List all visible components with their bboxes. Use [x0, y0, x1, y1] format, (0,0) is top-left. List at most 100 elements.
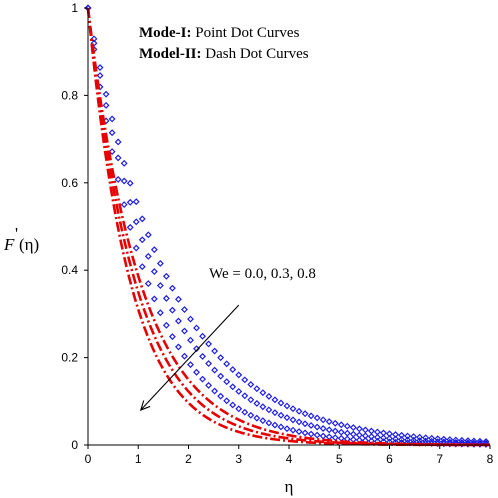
- data-point: [247, 411, 255, 419]
- data-point: [150, 268, 158, 275]
- data-point: [343, 422, 351, 430]
- data-point: [331, 434, 339, 442]
- x-tick-label: 2: [185, 452, 192, 466]
- data-point: [199, 352, 207, 360]
- data-point: [259, 403, 267, 411]
- legend-entry-mode-i-label: Mode-I:: [139, 25, 192, 41]
- data-point: [175, 343, 182, 351]
- y-ticks: 0 0.2 0.4 0.6 0.8 1: [61, 1, 88, 452]
- data-point: [126, 179, 134, 187]
- data-point: [144, 231, 152, 239]
- data-point: [217, 354, 225, 362]
- data-point: [259, 417, 267, 425]
- data-point: [307, 422, 315, 429]
- data-point: [193, 324, 200, 332]
- data-point: [307, 412, 315, 420]
- data-point: [187, 336, 194, 344]
- data-point: [175, 295, 182, 303]
- data-point: [343, 429, 351, 437]
- data-point: [150, 246, 158, 254]
- data-point: [211, 366, 219, 374]
- data-point: [319, 425, 327, 432]
- data-point: [458, 440, 466, 448]
- data-point: [428, 440, 436, 447]
- data-point: [404, 436, 412, 444]
- x-tick-label: 4: [286, 452, 293, 466]
- data-point: [277, 399, 285, 407]
- legend-entry-model-ii-label: Model-II:: [139, 46, 202, 62]
- data-point: [223, 360, 231, 368]
- data-point: [223, 378, 231, 386]
- data-point: [373, 433, 381, 441]
- legend-entry-model-ii: Model-II: Dash Dot Curves: [139, 46, 309, 62]
- legend-entry-mode-i-text: Point Dot Curves: [192, 25, 300, 41]
- series-points-mode-i-we-0-8: [84, 4, 490, 448]
- data-point: [325, 426, 333, 434]
- data-point: [319, 432, 327, 440]
- legend: Mode-I: Point Dot Curves Model-II: Dash …: [139, 25, 309, 62]
- data-point: [404, 432, 412, 440]
- y-axis-title: F ' (η): [3, 224, 39, 254]
- annotation-arrow-shaft: [140, 304, 240, 411]
- data-point: [313, 414, 321, 422]
- data-point: [458, 436, 466, 444]
- data-point: [307, 430, 315, 438]
- data-point: [301, 410, 309, 418]
- data-point: [410, 433, 418, 441]
- y-tick-label: 0.2: [61, 351, 78, 365]
- data-point: [181, 327, 188, 335]
- data-point: [355, 425, 363, 433]
- data-point: [162, 272, 170, 280]
- data-point: [367, 427, 375, 435]
- data-point: [289, 405, 297, 413]
- data-point: [211, 347, 219, 355]
- data-point: [416, 433, 424, 441]
- data-point: [132, 244, 140, 252]
- data-point: [132, 218, 140, 226]
- y-tick-label: 0.4: [61, 263, 78, 277]
- legend-entry-mode-i: Mode-I: Point Dot Curves: [139, 25, 300, 41]
- data-point: [247, 396, 255, 404]
- data-point: [247, 380, 255, 388]
- data-point: [144, 280, 152, 288]
- data-point: [193, 368, 200, 376]
- y-tick-label: 1: [71, 1, 78, 15]
- data-point: [126, 198, 134, 206]
- data-point: [217, 372, 225, 380]
- data-point: [446, 440, 454, 448]
- x-ticks: 0 1 2 3 4 5 6 7 8: [85, 445, 494, 466]
- data-point: [392, 435, 399, 443]
- data-point: [96, 64, 104, 71]
- data-point: [313, 423, 321, 431]
- x-axis-title: η: [285, 477, 294, 496]
- data-point: [277, 411, 285, 419]
- data-point: [168, 284, 176, 292]
- data-point: [120, 201, 128, 209]
- data-point: [217, 392, 225, 400]
- series-line-model-ii-we-0-8: [86, 7, 490, 447]
- y-tick-label: 0: [71, 438, 78, 452]
- data-point: [295, 428, 303, 436]
- data-point: [253, 399, 261, 407]
- data-point: [162, 321, 170, 329]
- data-point: [271, 421, 279, 429]
- data-point: [241, 376, 249, 384]
- data-point: [144, 252, 152, 260]
- data-point: [156, 282, 164, 289]
- y-tick-label: 0.8: [61, 88, 78, 102]
- data-point: [398, 431, 406, 439]
- annotation-arrow: [139, 304, 240, 411]
- x-tick-label: 5: [336, 452, 343, 466]
- data-point: [114, 175, 122, 183]
- y-axis-title-arg: (η): [19, 235, 39, 254]
- data-point: [187, 361, 194, 369]
- data-point: [175, 317, 182, 325]
- data-point: [464, 437, 472, 445]
- data-point: [253, 414, 261, 422]
- data-point: [301, 429, 309, 437]
- data-point: [229, 401, 237, 409]
- data-point: [446, 436, 454, 444]
- data-point: [289, 416, 297, 424]
- data-point: [295, 418, 303, 426]
